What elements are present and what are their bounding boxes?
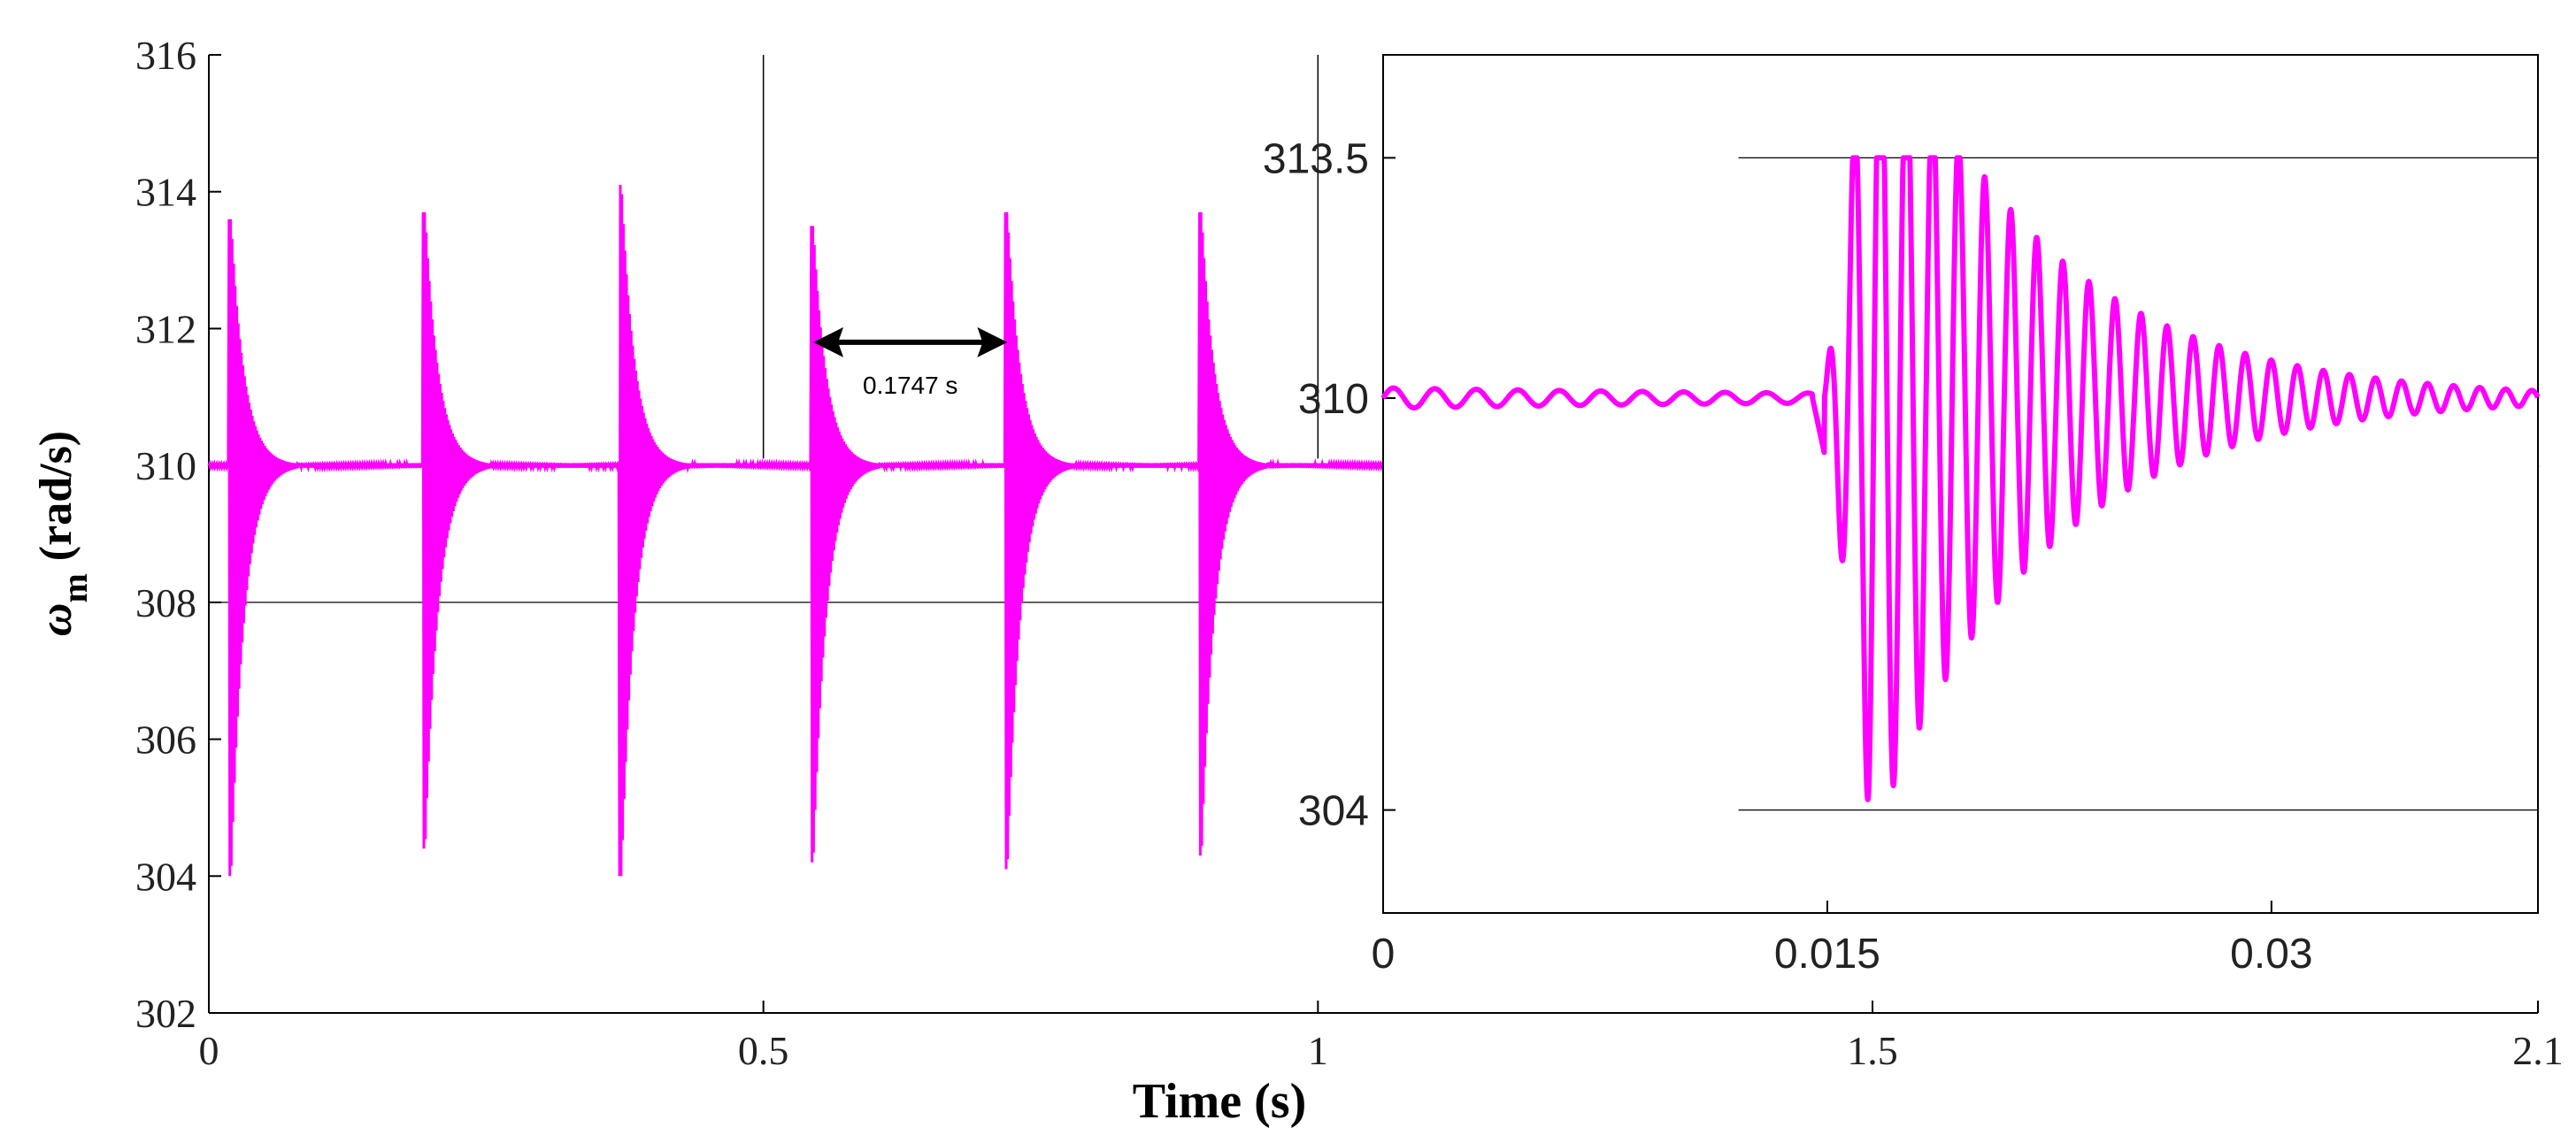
period-arrow-head-right bbox=[977, 326, 1008, 357]
inset-y-tick-label: 310 bbox=[1298, 376, 1369, 423]
inset-x-tick-label: 0 bbox=[1372, 931, 1396, 978]
inset-x-tick-label: 0.03 bbox=[2230, 931, 2312, 978]
main-y-tick-label: 312 bbox=[135, 306, 196, 351]
main-y-tick-label: 308 bbox=[135, 580, 196, 625]
y-axis-subscript: m bbox=[55, 573, 95, 602]
main-x-tick-label: 1 bbox=[1308, 1028, 1328, 1073]
y-axis-symbol: ω bbox=[31, 603, 81, 637]
main-x-tick-label: 0 bbox=[199, 1028, 219, 1073]
main-y-tick-label: 310 bbox=[135, 443, 196, 488]
inset-y-tick-label: 304 bbox=[1298, 788, 1369, 835]
main-y-tick-label: 302 bbox=[135, 991, 196, 1036]
inset-series-line bbox=[1380, 155, 2541, 802]
main-x-tick-label: 0.5 bbox=[738, 1028, 789, 1073]
period-annotation-label: 0.1747 s bbox=[863, 372, 957, 399]
period-arrow-head-left bbox=[813, 326, 844, 357]
main-y-tick-label: 304 bbox=[135, 854, 196, 899]
main-x-tick-label: 2.1 bbox=[2512, 1028, 2564, 1073]
inset-axes: 304 310 313.5 0 0.015 0.03 bbox=[1263, 54, 2541, 978]
inset-y-tick-label: 313.5 bbox=[1263, 135, 1369, 182]
x-axis-label: Time (s) bbox=[1133, 1074, 1307, 1129]
main-y-tick-label: 316 bbox=[135, 33, 196, 78]
main-y-tick-label: 314 bbox=[135, 170, 196, 215]
inset-x-tick-label: 0.015 bbox=[1774, 931, 1880, 978]
main-x-tick-label: 1.5 bbox=[1847, 1028, 1898, 1073]
y-axis-unit: (rad/s) bbox=[31, 431, 81, 561]
y-axis-label: ωm (rad/s) bbox=[31, 431, 95, 636]
main-y-tick-label: 306 bbox=[135, 717, 196, 763]
